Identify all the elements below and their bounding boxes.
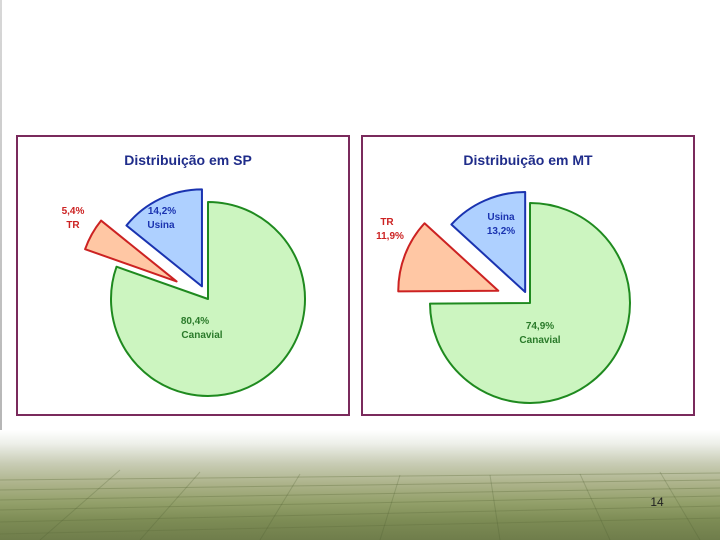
pie-slices-sp — [84, 188, 306, 397]
value-label-mt-canavial: 74,9% — [526, 321, 554, 332]
slide-number: 14 — [650, 495, 664, 509]
value-label-sp-usina: 14,2% — [148, 206, 176, 217]
chart-panel-mt: Distribuição em MT 74,9% Canavial TR 11,… — [361, 135, 695, 416]
value-label-mt-tr: 11,9% — [376, 231, 404, 242]
category-label-sp-tr: TR — [66, 220, 80, 231]
pie-slice-mt-canavial — [429, 202, 631, 404]
pie-slice-sp-tr — [84, 219, 178, 283]
pie-slices-mt — [397, 191, 631, 404]
pie-chart-sp: Distribuição em SP 80,4% Canavial 5,4% T… — [62, 152, 306, 397]
pie-slice-mt-usina — [450, 191, 527, 294]
pie-slice-mt-tr — [397, 222, 500, 293]
category-label-sp-canavial: Canavial — [181, 330, 222, 341]
sugarcane-field-background — [0, 430, 720, 540]
chart-panel-sp: Distribuição em SP 80,4% Canavial 5,4% T… — [16, 135, 350, 416]
chart-title-mt: Distribuição em MT — [463, 152, 593, 168]
value-label-sp-canavial: 80,4% — [181, 316, 209, 327]
field-rows-texture — [0, 469, 720, 540]
category-label-mt-canavial: Canavial — [519, 335, 560, 346]
left-edge-rule — [0, 0, 2, 440]
category-label-mt-usina: Usina — [487, 212, 515, 223]
pie-chart-mt: Distribuição em MT 74,9% Canavial TR 11,… — [376, 152, 631, 404]
category-label-sp-usina: Usina — [147, 220, 175, 231]
category-label-mt-tr: TR — [380, 217, 394, 228]
value-label-sp-tr: 5,4% — [62, 206, 85, 217]
pie-slice-sp-usina — [125, 188, 203, 288]
chart-title-sp: Distribuição em SP — [124, 152, 252, 168]
pie-slice-sp-canavial — [110, 201, 306, 397]
value-label-mt-usina: 13,2% — [487, 226, 515, 237]
